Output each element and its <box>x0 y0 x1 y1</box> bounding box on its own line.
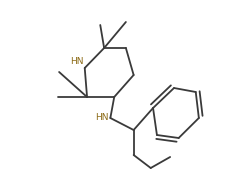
Text: HN: HN <box>70 57 84 66</box>
Text: HN: HN <box>95 113 109 122</box>
